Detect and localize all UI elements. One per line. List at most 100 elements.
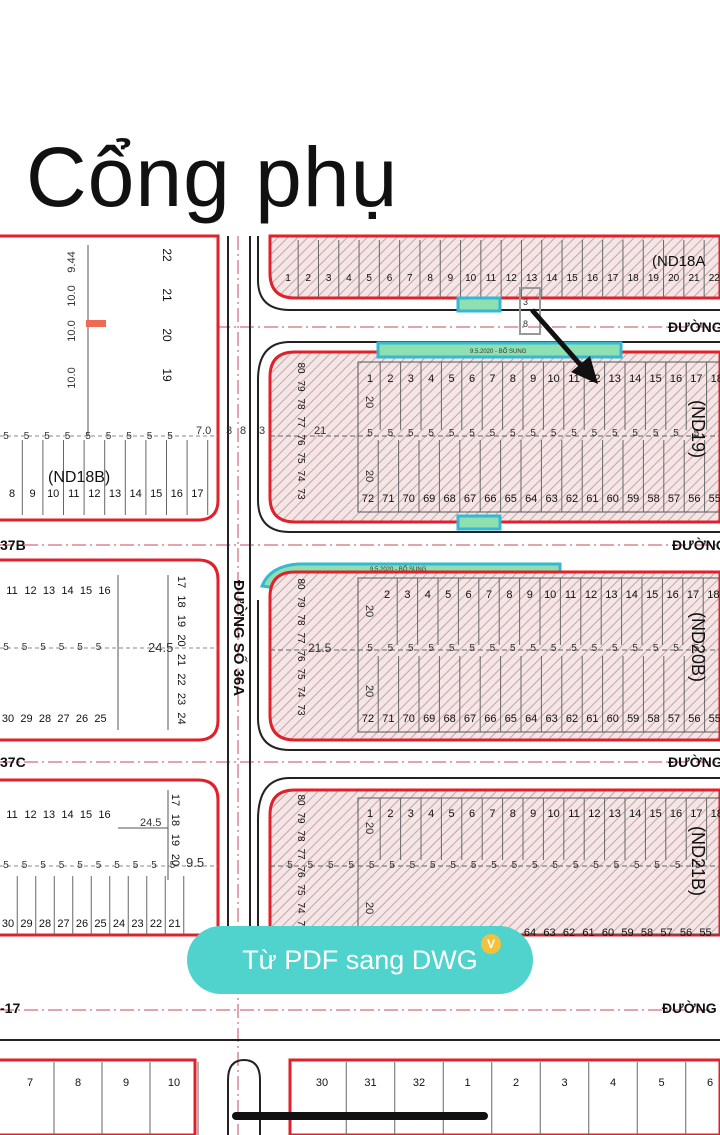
- lot-number: 58: [641, 927, 653, 939]
- lot-number: 14: [61, 585, 73, 597]
- lot-number: 16: [670, 808, 682, 820]
- lot-number: 60: [607, 713, 619, 725]
- lot-number: 16: [98, 585, 110, 597]
- lot-width: 5: [592, 428, 598, 439]
- lot-number: 75: [295, 452, 306, 464]
- lot-number: 61: [582, 927, 594, 939]
- lot-number: 64: [525, 493, 537, 505]
- lot-width: 5: [167, 431, 173, 442]
- lot-width: 5: [96, 642, 102, 653]
- left3-dimensions: 5 5 5 5 5 5 5 5 5 5: [3, 860, 176, 871]
- left2-lot-numbers-top: 11 12 13 14 15 16: [6, 585, 110, 597]
- lot-width: 5: [532, 860, 538, 871]
- lot-width: 5: [170, 860, 176, 871]
- lot-number: 80: [295, 362, 306, 374]
- dim-8: 8: [240, 425, 246, 437]
- lot-number: 11: [568, 373, 579, 385]
- lot-width: 5: [653, 643, 659, 654]
- lot-number: 6: [466, 589, 472, 601]
- lot-number: 21: [160, 288, 174, 302]
- lot-number: 65: [505, 493, 517, 505]
- lot-width: 5: [126, 431, 132, 442]
- lot-width: 5: [530, 428, 536, 439]
- lot-width: 5: [471, 860, 477, 871]
- lot-number: 7: [489, 373, 495, 385]
- lot-number: 79: [295, 812, 306, 824]
- lot-number: 72: [362, 713, 374, 725]
- left3-lot-numbers-bottom: 30 29 28 27 26 25 24 23 22 21: [2, 876, 185, 935]
- lot-number: 19: [160, 368, 174, 382]
- lot-width: 5: [3, 642, 9, 653]
- lot-number: 12: [585, 589, 597, 601]
- lot-number: 24: [113, 918, 125, 930]
- lot-number: 12: [24, 809, 36, 821]
- lot-number: 60: [602, 927, 614, 939]
- lot-width: 5: [551, 643, 557, 654]
- lot-number: 63: [545, 493, 557, 505]
- verified-badge-icon: V: [481, 934, 501, 954]
- lot-number: 27: [57, 918, 69, 930]
- pdf-to-dwg-button[interactable]: Từ PDF sang DWG: [187, 926, 533, 994]
- lot-number: 26: [76, 918, 88, 930]
- lot-number: 3: [404, 589, 410, 601]
- lot-number: 5: [449, 808, 455, 820]
- lot-number: 11: [6, 809, 17, 821]
- lot-number: 5: [366, 273, 372, 284]
- lot-width: 5: [328, 860, 334, 871]
- lot-number: 29: [20, 918, 32, 930]
- lot-number: 10: [547, 373, 559, 385]
- lot-number: 63: [545, 713, 557, 725]
- nd21b-dimensions: 5 5 5 5 5 5 5 5 5 5 5 5 5 5 5 5 5 5 5 5 5: [287, 860, 701, 871]
- pdf-to-dwg-label: Từ PDF sang DWG: [242, 944, 478, 975]
- block-nd18a: 1 2 3 4 5 6 7 8 9 10 11 12 13 14 15 16 17 18 19 20 21 22 (ND1…: [257, 234, 720, 311]
- lot-width: 5: [512, 860, 518, 871]
- lot-number: 15: [80, 809, 92, 821]
- nd21b-lot-numbers-bottom: 64 63 62 61 60 59 58 57 56 55: [524, 927, 712, 939]
- lot-number: 56: [688, 713, 700, 725]
- lot-width: 5: [490, 428, 496, 439]
- lot-number: 4: [346, 273, 352, 284]
- lot-number: 16: [670, 373, 682, 385]
- road-label-duong-1: ĐƯỜNG: [668, 318, 720, 335]
- lot-number: 18: [169, 814, 181, 826]
- lot-width: 5: [469, 643, 475, 654]
- lot-number: 31: [364, 1077, 376, 1089]
- nd19-lot-numbers-bottom: 72 71 70 69 68 67 66 65 64 63 62 61 60 59 58 57 56 55: [362, 440, 720, 512]
- lot-number: 1: [285, 273, 291, 284]
- lot-width: 5: [3, 860, 9, 871]
- lot-number: 29: [20, 713, 32, 725]
- lot-number: 75: [295, 884, 306, 896]
- lot-number: 28: [39, 713, 51, 725]
- block-nd21b: 1 2 3 4 5 6 7 8 9 10 11 12 13 14 15 16 17 18 64 63 62 61 60 59…: [257, 777, 720, 939]
- lot-number: 80: [295, 794, 306, 806]
- lot-number: 2: [384, 589, 390, 601]
- dim-20-nd21b: 20: [363, 902, 375, 914]
- lot-number: 2: [387, 808, 393, 820]
- lot-width: 5: [287, 860, 293, 871]
- lot-width: 5: [673, 428, 679, 439]
- home-indicator[interactable]: [232, 1112, 488, 1120]
- lot-width: 5: [694, 428, 700, 439]
- lot-number: 11: [565, 589, 576, 601]
- annotation-bo-sung-2: 9.5.2020 - BỔ SUNG: [370, 566, 427, 573]
- lot-width: 5: [510, 428, 516, 439]
- road-label-36a: ĐƯỜNG SỐ 36A: [230, 580, 248, 696]
- lot-number: 62: [563, 927, 575, 939]
- lot-number: 3: [326, 273, 332, 284]
- lot-width: 5: [593, 860, 599, 871]
- lot-number: 2: [387, 373, 393, 385]
- nd20b-lot-numbers-top: 2 3 4 5 6 7 8 9 10 11 12 13 14 15 16 17 18: [384, 578, 720, 645]
- dim-3-left: 3: [226, 425, 232, 437]
- lot-number: 74: [295, 902, 306, 914]
- lot-number: 7: [27, 1077, 33, 1089]
- lot-width: 5: [40, 860, 46, 871]
- lot-number: 8: [510, 808, 516, 820]
- lot-number: 7: [489, 808, 495, 820]
- lot-number: 59: [627, 713, 639, 725]
- lot-number: 26: [76, 713, 88, 725]
- lot-number: 75: [295, 668, 306, 680]
- lot-width: 5: [348, 860, 354, 871]
- lot-width: 5: [552, 860, 558, 871]
- lot-number: 56: [680, 927, 692, 939]
- lot-number: 65: [505, 713, 517, 725]
